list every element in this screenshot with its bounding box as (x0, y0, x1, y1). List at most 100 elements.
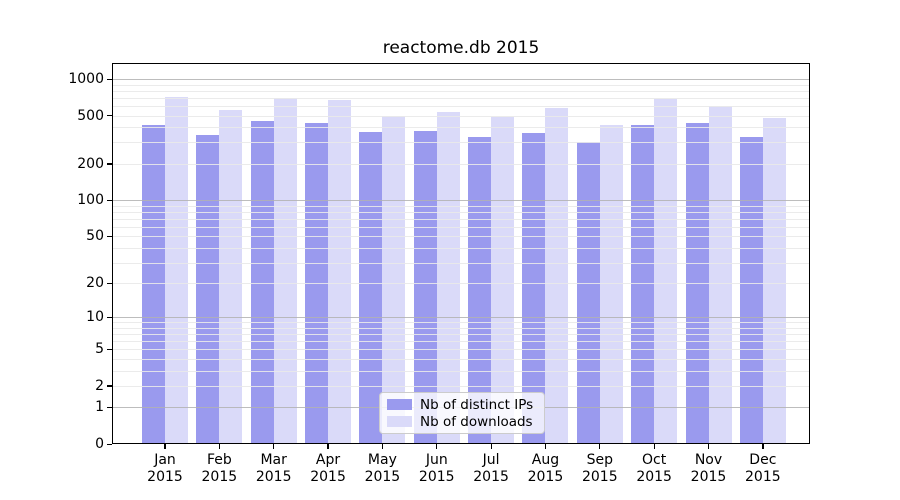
bar-downloads-jan (165, 97, 188, 444)
x-tick-mark-jan (164, 444, 166, 449)
y-tick-label-2: 2 (95, 377, 104, 394)
gridline-minor-7 (113, 334, 809, 336)
y-tick-mark-0 (107, 443, 112, 445)
bar-downloads-jun (436, 111, 460, 444)
bar-downloads-sep (599, 125, 623, 444)
y-tick-mark-200 (107, 163, 112, 165)
bar-downloads-mar (273, 97, 297, 444)
x-tick-label-mar: Mar 2015 (255, 452, 292, 485)
y-tick-mark-50 (107, 235, 112, 238)
x-tick-label-jan: Jan 2015 (147, 452, 183, 485)
y-tick-label-1: 1 (95, 399, 104, 416)
gridline-minor-30 (113, 262, 809, 264)
gridline-minor-20 (113, 283, 809, 285)
y-tick-mark-1000 (107, 78, 112, 80)
x-tick-label-jul: Jul 2015 (473, 452, 509, 485)
gridline-minor-6 (113, 341, 809, 343)
gridline-minor-900 (113, 84, 809, 86)
x-tick-mark-oct (653, 444, 655, 449)
y-tick-label-500: 500 (77, 107, 104, 124)
x-tick-label-apr: Apr 2015 (310, 452, 346, 485)
gridline-major-100 (113, 200, 809, 202)
bar-downloads-may (382, 115, 406, 444)
gridline-minor-90 (113, 205, 809, 207)
x-tick-mark-nov (707, 444, 710, 449)
y-tick-mark-20 (107, 282, 112, 284)
x-tick-label-feb: Feb 2015 (201, 452, 238, 485)
y-tick-label-0: 0 (95, 436, 104, 452)
legend-entry-distinct-ips: Nb of distinct IPs (387, 397, 537, 413)
y-tick-label-50: 50 (86, 228, 104, 245)
gridline-minor-300 (113, 142, 809, 144)
x-tick-mark-may (381, 444, 384, 449)
x-tick-mark-feb (218, 444, 221, 449)
bar-downloads-feb (219, 109, 243, 444)
gridline-minor-8 (113, 327, 809, 329)
bar-distinct-ips-sep (576, 142, 600, 444)
bar-downloads-dec (762, 117, 786, 444)
gridline-minor-4 (113, 358, 809, 360)
y-tick-label-200: 200 (77, 155, 104, 172)
legend-label-distinct-ips: Nb of distinct IPs (420, 396, 534, 413)
gridline-major-1000 (113, 79, 809, 80)
gridline-minor-70 (113, 218, 809, 220)
x-tick-label-dec: Dec 2015 (745, 452, 781, 485)
x-tick-mark-dec (762, 444, 764, 449)
gridline-minor-400 (113, 127, 809, 129)
bar-downloads-jul (491, 116, 515, 444)
x-tick-mark-jul (490, 444, 492, 449)
gridline-minor-9 (113, 322, 809, 324)
gridline-minor-40 (113, 247, 809, 249)
bar-distinct-ips-jan (142, 124, 165, 444)
legend-entry-downloads: Nb of downloads (387, 414, 537, 430)
gridline-minor-600 (113, 105, 809, 107)
legend-swatch-distinct-ips (387, 399, 412, 410)
x-tick-label-nov: Nov 2015 (690, 452, 727, 485)
x-tick-mark-jun (436, 444, 438, 449)
gridline-minor-800 (113, 90, 809, 92)
y-tick-mark-1 (107, 406, 112, 409)
bar-downloads-apr (328, 99, 352, 444)
x-tick-mark-aug (544, 444, 547, 449)
gridline-minor-700 (113, 97, 809, 99)
y-tick-mark-2 (107, 385, 112, 387)
legend: Nb of distinct IPs Nb of downloads (379, 392, 545, 434)
y-tick-mark-100 (107, 199, 112, 201)
y-tick-label-20: 20 (86, 275, 104, 292)
x-tick-mark-sep (599, 444, 601, 449)
bar-downloads-oct (654, 99, 678, 444)
gridline-minor-80 (113, 211, 809, 213)
bar-distinct-ips-jul (468, 136, 492, 444)
bar-distinct-ips-mar (250, 120, 274, 444)
legend-label-downloads: Nb of downloads (420, 413, 533, 430)
y-tick-label-5: 5 (95, 341, 104, 358)
gridline-minor-50 (113, 236, 809, 238)
x-tick-label-oct: Oct 2015 (636, 452, 672, 485)
y-tick-label-10: 10 (86, 309, 104, 326)
x-tick-label-aug: Aug 2015 (527, 452, 564, 485)
y-tick-label-1000: 1000 (68, 71, 104, 87)
y-tick-label-100: 100 (77, 192, 104, 209)
bar-distinct-ips-aug (522, 132, 546, 444)
gridline-minor-5 (113, 349, 809, 351)
gridline-minor-500 (113, 115, 809, 117)
chart-title: reactome.db 2015 (382, 38, 540, 58)
x-tick-label-may: May 2015 (364, 452, 401, 485)
x-tick-label-jun: Jun 2015 (418, 452, 455, 485)
bar-distinct-ips-jun (413, 130, 437, 444)
bar-distinct-ips-dec (739, 136, 763, 444)
y-tick-mark-5 (107, 348, 112, 351)
bar-distinct-ips-may (359, 131, 383, 444)
bar-distinct-ips-oct (631, 124, 655, 444)
gridline-major-10 (113, 317, 809, 319)
gridline-minor-200 (113, 163, 809, 165)
y-tick-mark-500 (107, 115, 112, 117)
legend-swatch-downloads (387, 416, 412, 427)
bar-downloads-aug (545, 108, 569, 444)
x-tick-label-sep: Sep 2015 (581, 452, 618, 485)
gridline-minor-3 (113, 370, 809, 372)
gridline-minor-2 (113, 385, 809, 387)
